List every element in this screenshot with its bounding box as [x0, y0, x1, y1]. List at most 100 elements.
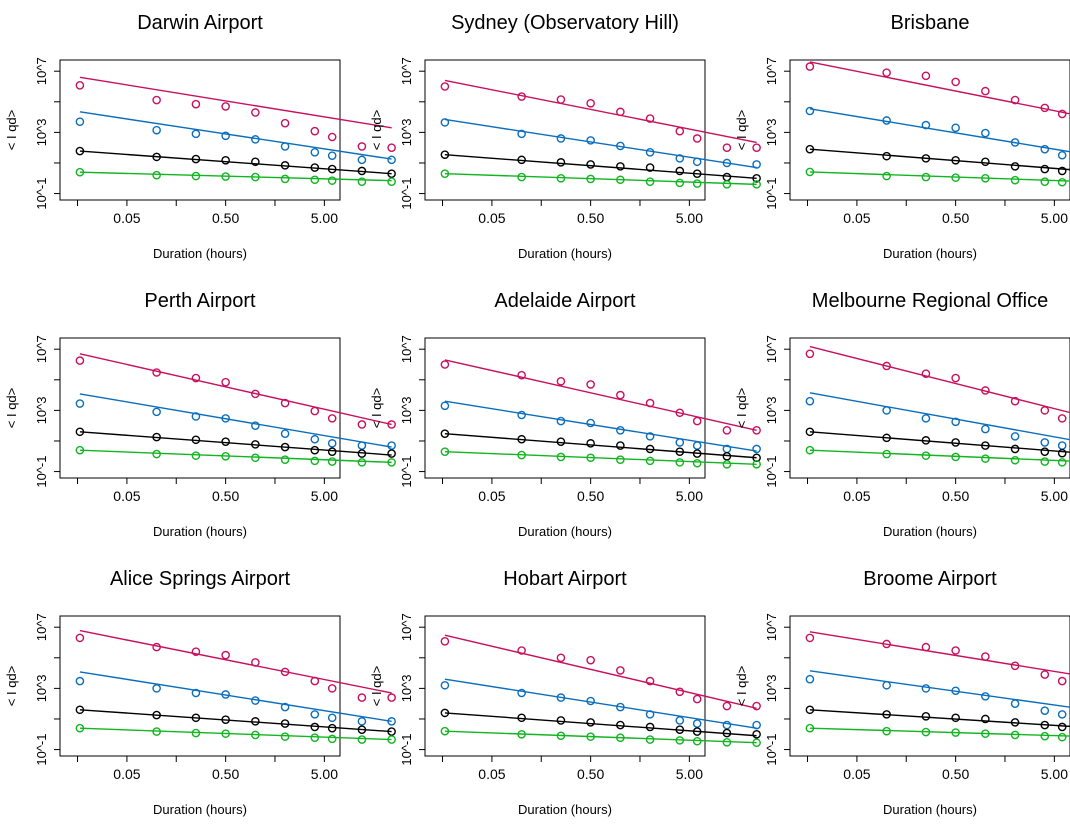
- x-tick-label: 0.05: [478, 488, 505, 504]
- data-point: [921, 120, 931, 130]
- data-point: [310, 733, 320, 742]
- x-tick-label: 0.50: [942, 766, 969, 782]
- data-point: [882, 680, 891, 690]
- data-point: [675, 716, 685, 725]
- data-point: [517, 129, 526, 139]
- x-tick-label: 5.00: [1041, 766, 1068, 782]
- data-point: [556, 653, 566, 663]
- data-point: [327, 414, 337, 423]
- data-point: [616, 425, 625, 435]
- data-point: [616, 720, 625, 730]
- data-point: [191, 373, 201, 383]
- x-tick-label: 5.00: [311, 488, 338, 504]
- data-point: [882, 68, 891, 77]
- data-point: [221, 377, 230, 387]
- data-point: [675, 458, 685, 467]
- fit-line: [809, 449, 1070, 462]
- fit-line: [444, 359, 757, 431]
- y-axis-label: < I qd>: [734, 388, 749, 428]
- data-point: [440, 708, 450, 718]
- data-point: [951, 438, 960, 447]
- data-point: [357, 420, 367, 429]
- data-point: [752, 173, 761, 183]
- data-point: [440, 118, 450, 127]
- data-point: [152, 727, 161, 736]
- data-point: [645, 147, 655, 157]
- data-point: [327, 151, 337, 160]
- data-point: [327, 723, 337, 733]
- data-point: [586, 696, 595, 706]
- plot-frame: [59, 337, 341, 479]
- data-point: [152, 642, 161, 652]
- data-point: [1010, 138, 1020, 147]
- fit-line: [809, 431, 1070, 453]
- data-point: [752, 459, 761, 469]
- data-point: [221, 131, 230, 141]
- data-point: [221, 155, 230, 165]
- fit-line: [444, 400, 757, 452]
- data-point: [586, 655, 595, 665]
- x-tick-label: 5.00: [676, 766, 703, 782]
- data-point: [882, 361, 891, 371]
- data-point: [1010, 432, 1020, 441]
- data-point: [440, 401, 450, 411]
- chart-panel: Adelaide Airport 0.05 0.50 5.00 10^-1 10^3 10^…: [369, 290, 761, 539]
- fit-line: [444, 432, 757, 459]
- data-point: [981, 454, 990, 463]
- data-point: [616, 441, 625, 450]
- data-point: [280, 142, 290, 151]
- data-point: [327, 713, 337, 723]
- data-point: [1040, 706, 1050, 715]
- data-point: [251, 658, 260, 667]
- fit-line: [79, 171, 392, 182]
- data-point: [517, 434, 526, 444]
- data-point: [981, 729, 990, 738]
- data-point: [75, 427, 85, 437]
- y-axis-label: < I qd>: [369, 388, 384, 428]
- data-point: [310, 147, 320, 157]
- data-point: [805, 674, 815, 684]
- data-point: [981, 173, 990, 183]
- data-point: [251, 730, 260, 740]
- data-point: [357, 142, 367, 151]
- data-point: [921, 711, 931, 721]
- fit-line: [79, 431, 392, 456]
- chart-title: Melbourne Regional Office: [812, 290, 1048, 312]
- data-point: [616, 162, 625, 171]
- x-tick-label: 0.50: [577, 210, 604, 226]
- data-point: [387, 727, 396, 736]
- chart-panel: Melbourne Regional Office 0.05 0.50 5.00 10^…: [734, 290, 1070, 539]
- x-tick-label: 0.50: [212, 766, 239, 782]
- data-point: [75, 633, 85, 643]
- data-point: [310, 456, 320, 466]
- data-point: [191, 451, 201, 460]
- y-axis-label: < I qd>: [369, 110, 384, 150]
- data-point: [675, 166, 685, 176]
- y-tick-label: 10^3: [34, 396, 49, 424]
- data-point: [675, 438, 685, 447]
- data-point: [387, 169, 396, 178]
- fit-line: [809, 345, 1070, 414]
- data-point: [221, 729, 230, 738]
- data-point: [752, 444, 761, 454]
- data-point: [75, 676, 85, 686]
- data-point: [1057, 414, 1067, 423]
- data-point: [251, 135, 260, 144]
- data-point: [675, 178, 685, 188]
- data-point: [556, 416, 566, 426]
- data-point: [616, 455, 625, 464]
- data-point: [586, 98, 595, 108]
- data-point: [722, 737, 732, 747]
- data-point: [805, 723, 815, 733]
- plot-frame: [59, 59, 341, 201]
- x-axis-label: Duration (hours): [153, 802, 247, 817]
- data-point: [645, 432, 655, 441]
- data-point: [921, 642, 931, 652]
- fit-line: [444, 450, 757, 465]
- data-point: [951, 646, 960, 655]
- data-point: [357, 449, 367, 458]
- data-point: [75, 146, 85, 156]
- chart-panel: Alice Springs Airport 0.05 0.50 5.00 10^-1 10…: [4, 568, 396, 817]
- data-point: [805, 349, 815, 359]
- chart-panel: Hobart Airport 0.05 0.50 5.00 10^-1 10^3 10^7 D…: [369, 568, 761, 817]
